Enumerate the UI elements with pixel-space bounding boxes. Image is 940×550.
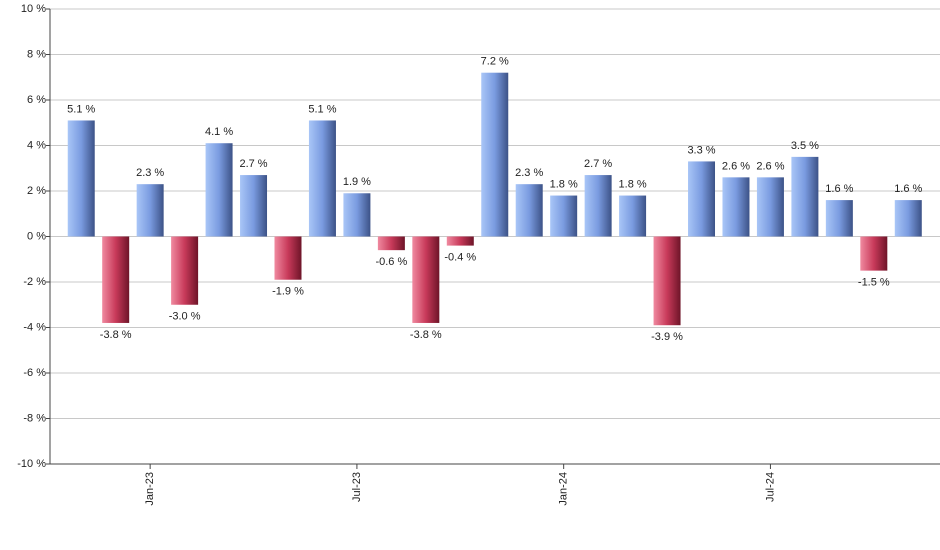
value-label: -0.6 % [375,256,407,268]
value-label: -1.5 % [858,277,890,289]
bar [377,236,405,251]
y-tick-label: -6 % [23,367,46,379]
y-tick-label: 10 % [21,3,46,15]
value-label: -3.8 % [410,329,442,341]
bar [619,195,647,237]
value-label: 3.3 % [687,144,715,156]
bar [308,120,336,237]
bar [653,236,681,326]
value-label: -3.0 % [169,311,201,323]
y-tick-label: -10 % [17,458,46,470]
x-tick-label: Jan-24 [558,472,570,506]
bar [240,175,268,237]
value-label: 2.3 % [515,167,543,179]
value-label: 1.8 % [550,178,578,190]
value-label: 7.2 % [481,56,509,68]
value-label: 1.6 % [894,183,922,195]
value-label: 2.3 % [136,167,164,179]
bar [102,236,130,323]
value-label: 5.1 % [308,103,336,115]
value-label: -3.9 % [651,331,683,343]
bar [756,177,784,237]
y-tick-label: 4 % [27,139,46,151]
value-label: 1.8 % [619,178,647,190]
bar [688,161,716,237]
bar [412,236,440,323]
value-label: -0.4 % [444,252,476,264]
y-tick-label: 0 % [27,230,46,242]
value-label: 1.9 % [343,176,371,188]
x-tick-label: Jul-23 [351,472,363,502]
bar [343,193,371,237]
bar [722,177,750,237]
value-label: -3.8 % [100,329,132,341]
bar [205,143,233,237]
y-tick-label: 2 % [27,185,46,197]
x-tick-label: Jul-24 [764,472,776,502]
bar [860,236,888,271]
value-label: 2.6 % [756,160,784,172]
value-label: 5.1 % [67,103,95,115]
bar [136,184,164,237]
bar [584,175,612,237]
bar [481,72,509,237]
bar [550,195,578,237]
value-label: 2.6 % [722,160,750,172]
bar [446,236,474,246]
value-label: 1.6 % [825,183,853,195]
bar [825,200,853,237]
value-label: -1.9 % [272,286,304,298]
x-tick-label: Jan-23 [144,472,156,506]
value-label: 2.7 % [239,158,267,170]
bar [515,184,543,237]
value-label: 3.5 % [791,140,819,152]
value-label: 4.1 % [205,126,233,138]
y-tick-label: 8 % [27,48,46,60]
bar [791,156,819,237]
bar [67,120,95,237]
bar [894,200,922,237]
value-label: 2.7 % [584,158,612,170]
y-tick-label: -8 % [23,412,46,424]
y-tick-label: 6 % [27,94,46,106]
bar [171,236,199,305]
y-tick-label: -4 % [23,321,46,333]
y-tick-label: -2 % [23,276,46,288]
bar [274,236,302,280]
